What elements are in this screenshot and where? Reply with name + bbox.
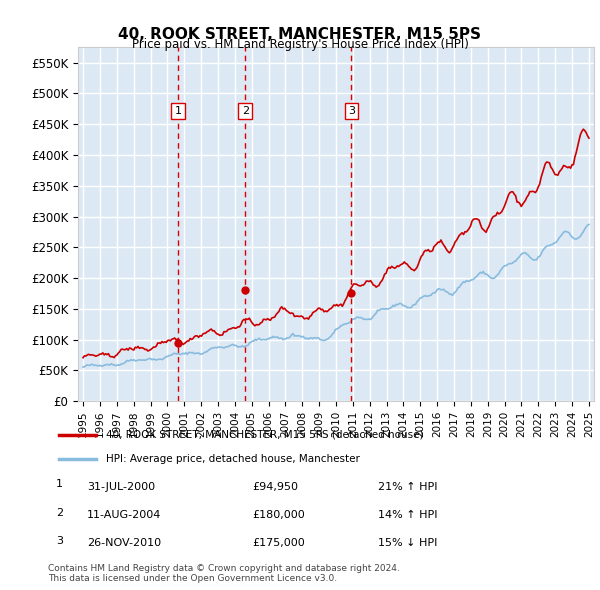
Text: Contains HM Land Registry data © Crown copyright and database right 2024.
This d: Contains HM Land Registry data © Crown c… [48, 563, 400, 583]
Text: 11-AUG-2004: 11-AUG-2004 [87, 510, 161, 520]
Text: HPI: Average price, detached house, Manchester: HPI: Average price, detached house, Manc… [106, 454, 360, 464]
Text: £94,950: £94,950 [252, 482, 298, 491]
Text: 31-JUL-2000: 31-JUL-2000 [87, 482, 155, 491]
Text: 15% ↓ HPI: 15% ↓ HPI [378, 539, 437, 548]
Text: 40, ROOK STREET, MANCHESTER, M15 5PS (detached house): 40, ROOK STREET, MANCHESTER, M15 5PS (de… [106, 430, 424, 440]
Text: 3: 3 [56, 536, 63, 546]
Text: 1: 1 [175, 106, 181, 116]
Text: 2: 2 [56, 508, 63, 517]
Text: £175,000: £175,000 [252, 539, 305, 548]
Text: 26-NOV-2010: 26-NOV-2010 [87, 539, 161, 548]
Text: 2: 2 [242, 106, 249, 116]
Text: 14% ↑ HPI: 14% ↑ HPI [378, 510, 437, 520]
Text: 21% ↑ HPI: 21% ↑ HPI [378, 482, 437, 491]
Text: 1: 1 [56, 480, 63, 489]
Text: 3: 3 [348, 106, 355, 116]
Text: 40, ROOK STREET, MANCHESTER, M15 5PS: 40, ROOK STREET, MANCHESTER, M15 5PS [119, 27, 482, 41]
Text: Price paid vs. HM Land Registry's House Price Index (HPI): Price paid vs. HM Land Registry's House … [131, 38, 469, 51]
Text: £180,000: £180,000 [252, 510, 305, 520]
